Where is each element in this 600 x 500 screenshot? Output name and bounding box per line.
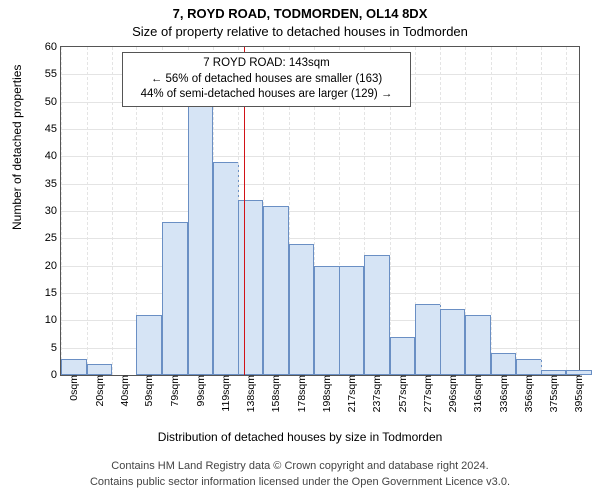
info-box-line-1: 7 ROYD ROAD: 143sqm bbox=[129, 56, 404, 72]
y-tick-label: 15 bbox=[45, 287, 61, 299]
x-tick-label: 158sqm bbox=[266, 375, 282, 412]
histogram-bar bbox=[415, 304, 441, 375]
x-tick-label: 178sqm bbox=[292, 375, 308, 412]
y-tick-label: 0 bbox=[51, 369, 61, 381]
gridline-h bbox=[61, 238, 579, 239]
gridline-v bbox=[516, 47, 517, 375]
y-tick-label: 10 bbox=[45, 314, 61, 326]
y-tick-label: 20 bbox=[45, 260, 61, 272]
histogram-bar bbox=[188, 102, 214, 375]
x-tick-label: 217sqm bbox=[342, 375, 358, 412]
x-tick-label: 119sqm bbox=[216, 375, 232, 412]
gridline-h bbox=[61, 129, 579, 130]
y-tick-label: 60 bbox=[45, 41, 61, 53]
footnote-line-2: Contains public sector information licen… bbox=[0, 476, 600, 488]
histogram-bar bbox=[263, 206, 289, 375]
x-tick-label: 395sqm bbox=[569, 375, 585, 412]
chart-address-title: 7, ROYD ROAD, TODMORDEN, OL14 8DX bbox=[0, 6, 600, 21]
chart-container: 7, ROYD ROAD, TODMORDEN, OL14 8DX Size o… bbox=[0, 0, 600, 500]
y-tick-label: 35 bbox=[45, 178, 61, 190]
info-box-line-3: 44% of semi-detached houses are larger (… bbox=[129, 87, 404, 103]
gridline-h bbox=[61, 184, 579, 185]
x-tick-label: 138sqm bbox=[241, 375, 257, 412]
histogram-bar bbox=[87, 364, 113, 375]
x-tick-label: 356sqm bbox=[519, 375, 535, 412]
gridline-v bbox=[61, 47, 62, 375]
y-tick-label: 55 bbox=[45, 68, 61, 80]
gridline-v bbox=[87, 47, 88, 375]
y-axis-label: Number of detached properties bbox=[10, 65, 24, 230]
histogram-bar bbox=[162, 222, 188, 375]
histogram-bar bbox=[516, 359, 542, 375]
histogram-bar bbox=[491, 353, 517, 375]
y-tick-label: 45 bbox=[45, 123, 61, 135]
histogram-bar bbox=[136, 315, 162, 375]
gridline-h bbox=[61, 156, 579, 157]
histogram-bar bbox=[289, 244, 315, 375]
gridline-v bbox=[112, 47, 113, 375]
x-tick-label: 257sqm bbox=[393, 375, 409, 412]
gridline-v bbox=[541, 47, 542, 375]
histogram-bar bbox=[61, 359, 87, 375]
gridline-v bbox=[566, 47, 567, 375]
histogram-bar bbox=[390, 337, 416, 375]
gridline-h bbox=[61, 211, 579, 212]
histogram-bar bbox=[364, 255, 390, 375]
y-tick-label: 40 bbox=[45, 150, 61, 162]
histogram-bar bbox=[465, 315, 491, 375]
histogram-bar bbox=[314, 266, 340, 375]
x-tick-label: 375sqm bbox=[544, 375, 560, 412]
info-box: 7 ROYD ROAD: 143sqm← 56% of detached hou… bbox=[122, 52, 411, 107]
y-tick-label: 25 bbox=[45, 232, 61, 244]
x-tick-label: 198sqm bbox=[317, 375, 333, 412]
x-tick-label: 79sqm bbox=[165, 375, 181, 407]
y-tick-label: 50 bbox=[45, 96, 61, 108]
x-tick-label: 40sqm bbox=[115, 375, 131, 407]
x-tick-label: 316sqm bbox=[468, 375, 484, 412]
histogram-bar bbox=[440, 309, 466, 375]
x-tick-label: 59sqm bbox=[139, 375, 155, 407]
histogram-bar bbox=[238, 200, 264, 375]
info-box-line-2: ← 56% of detached houses are smaller (16… bbox=[129, 72, 404, 88]
gridline-v bbox=[491, 47, 492, 375]
chart-title: Size of property relative to detached ho… bbox=[0, 24, 600, 39]
histogram-bar bbox=[339, 266, 365, 375]
x-tick-label: 296sqm bbox=[443, 375, 459, 412]
x-axis-label: Distribution of detached houses by size … bbox=[0, 430, 600, 444]
footnote-line-1: Contains HM Land Registry data © Crown c… bbox=[0, 460, 600, 472]
y-tick-label: 30 bbox=[45, 205, 61, 217]
x-tick-label: 0sqm bbox=[64, 375, 80, 401]
x-tick-label: 237sqm bbox=[367, 375, 383, 412]
x-tick-label: 20sqm bbox=[90, 375, 106, 407]
x-tick-label: 277sqm bbox=[418, 375, 434, 412]
x-tick-label: 99sqm bbox=[191, 375, 207, 407]
histogram-bar bbox=[213, 162, 239, 375]
x-tick-label: 336sqm bbox=[494, 375, 510, 412]
y-tick-label: 5 bbox=[51, 342, 61, 354]
